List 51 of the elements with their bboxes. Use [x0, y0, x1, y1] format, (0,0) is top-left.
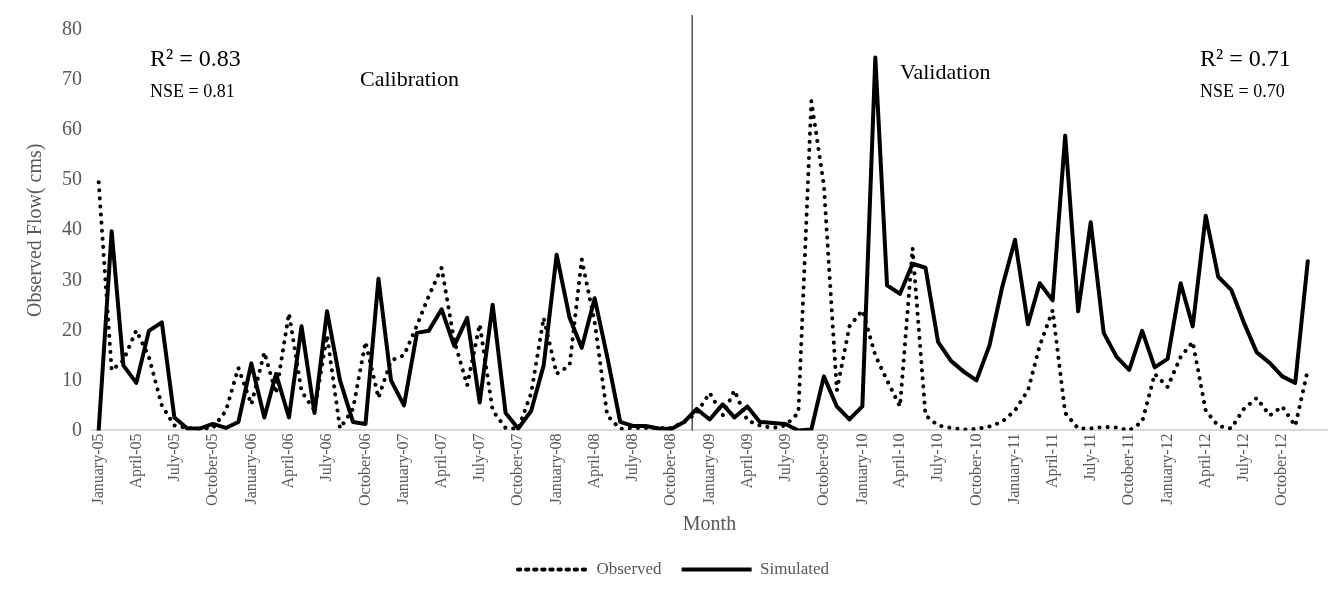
- x-tick-label: October-07: [508, 433, 526, 507]
- y-tick-label: 40: [62, 217, 82, 240]
- x-tick-label: October-05: [203, 433, 221, 507]
- x-tick-label: January-06: [241, 433, 260, 505]
- annotation: Validation: [900, 58, 991, 84]
- x-tick-label: April-06: [279, 433, 298, 489]
- annotation: R² = 0.83: [150, 45, 241, 72]
- x-tick-label: July-06: [317, 433, 336, 482]
- x-tick-label: January-10: [852, 433, 871, 505]
- y-tick-label: 20: [62, 317, 82, 340]
- x-tick-label: July-09: [775, 433, 794, 482]
- x-tick-label: January-12: [1157, 433, 1176, 505]
- x-tick-label: July-07: [469, 433, 488, 482]
- x-tick-label: April-08: [584, 433, 603, 489]
- x-tick-label: October-12: [1272, 433, 1290, 507]
- x-tick-label: January-05: [88, 433, 107, 505]
- x-tick-label: April-11: [1042, 433, 1061, 488]
- y-tick-label: 30: [62, 267, 82, 290]
- legend-label: Observed: [596, 558, 663, 578]
- annotation: NSE = 0.81: [150, 80, 235, 101]
- annotation: NSE = 0.70: [1200, 80, 1285, 101]
- x-tick-label: April-12: [1195, 433, 1214, 489]
- legend-label: Simulated: [760, 558, 830, 578]
- y-tick-label: 0: [72, 417, 82, 440]
- x-tick-label: April-05: [126, 433, 145, 489]
- x-tick-label: April-10: [890, 433, 909, 489]
- x-tick-label: January-11: [1005, 433, 1024, 504]
- y-tick-label: 70: [62, 67, 82, 90]
- x-axis-title: Month: [682, 512, 737, 535]
- x-tick-label: July-05: [164, 433, 183, 482]
- y-tick-label: 10: [62, 367, 82, 390]
- y-axis-title: Observed Flow( cms): [23, 143, 47, 317]
- annotation: R² = 0.71: [1200, 45, 1291, 72]
- annotation: Calibration: [360, 65, 459, 91]
- x-tick-label: January-09: [699, 433, 718, 505]
- y-tick-label: 60: [62, 117, 82, 140]
- x-tick-label: October-06: [355, 433, 373, 507]
- y-tick-label: 50: [62, 167, 82, 190]
- y-tick-label: 80: [62, 17, 82, 40]
- x-tick-label: April-09: [737, 433, 756, 489]
- x-tick-label: July-10: [928, 433, 947, 482]
- x-tick-label: April-07: [431, 433, 450, 489]
- x-tick-label: October-08: [661, 433, 679, 507]
- x-tick-label: January-08: [546, 433, 565, 505]
- x-tick-label: July-11: [1080, 433, 1099, 481]
- x-tick-label: October-11: [1119, 433, 1137, 506]
- x-tick-label: October-09: [814, 433, 832, 507]
- x-tick-label: July-12: [1233, 433, 1252, 482]
- x-tick-label: July-08: [622, 433, 641, 482]
- x-tick-label: October-10: [966, 433, 984, 507]
- x-tick-label: January-07: [394, 433, 413, 505]
